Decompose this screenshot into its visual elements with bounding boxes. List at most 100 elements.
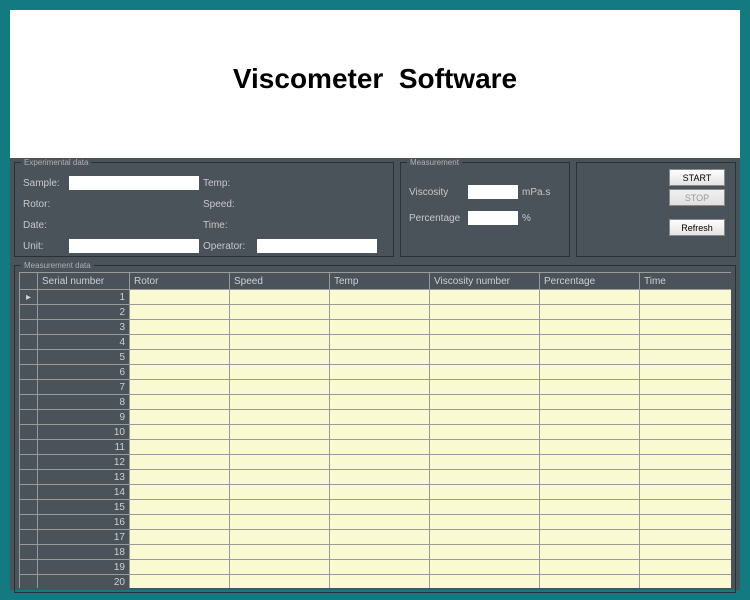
grid-cell[interactable] [430,560,540,575]
grid-cell[interactable] [430,395,540,410]
grid-cell[interactable] [540,485,640,500]
serial-number-cell[interactable]: 13 [38,470,130,485]
start-button[interactable]: START [669,169,725,186]
serial-number-cell[interactable]: 1 [38,290,130,305]
serial-number-cell[interactable]: 17 [38,530,130,545]
grid-cell[interactable] [640,305,732,320]
grid-cell[interactable] [130,515,230,530]
table-row[interactable]: 8 [20,395,732,410]
serial-number-cell[interactable]: 9 [38,410,130,425]
grid-cell[interactable] [330,575,430,589]
table-row[interactable]: 12 [20,455,732,470]
grid-cell[interactable] [640,500,732,515]
grid-cell[interactable] [430,320,540,335]
serial-number-cell[interactable]: 15 [38,500,130,515]
grid-cell[interactable] [640,365,732,380]
grid-cell[interactable] [130,500,230,515]
grid-cell[interactable] [540,515,640,530]
grid-cell[interactable] [330,515,430,530]
grid-cell[interactable] [430,350,540,365]
table-row[interactable]: 19 [20,560,732,575]
grid-cell[interactable] [640,350,732,365]
grid-cell[interactable] [640,485,732,500]
table-row[interactable]: 11 [20,440,732,455]
grid-cell[interactable] [330,470,430,485]
serial-number-cell[interactable]: 6 [38,365,130,380]
grid-cell[interactable] [540,560,640,575]
grid-cell[interactable] [330,305,430,320]
grid-cell[interactable] [540,500,640,515]
serial-number-cell[interactable]: 20 [38,575,130,589]
grid-cell[interactable] [640,440,732,455]
serial-number-cell[interactable]: 2 [38,305,130,320]
grid-cell[interactable] [130,290,230,305]
sample-input[interactable] [69,176,199,190]
grid-column-header[interactable]: Speed [230,273,330,290]
table-row[interactable]: 17 [20,530,732,545]
table-row[interactable]: 15 [20,500,732,515]
grid-cell[interactable] [230,380,330,395]
grid-cell[interactable] [430,545,540,560]
serial-number-cell[interactable]: 8 [38,395,130,410]
grid-cell[interactable] [640,320,732,335]
grid-cell[interactable] [130,455,230,470]
grid-cell[interactable] [540,470,640,485]
grid-cell[interactable] [330,365,430,380]
grid-cell[interactable] [330,500,430,515]
unit-input[interactable] [69,239,199,253]
table-row[interactable]: 14 [20,485,732,500]
grid-column-header[interactable]: Time [640,273,732,290]
grid-cell[interactable] [130,485,230,500]
grid-column-header[interactable]: Percentage [540,273,640,290]
grid-cell[interactable] [640,395,732,410]
serial-number-cell[interactable]: 11 [38,440,130,455]
grid-cell[interactable] [130,545,230,560]
grid-cell[interactable] [230,335,330,350]
grid-cell[interactable] [230,320,330,335]
grid-column-header[interactable]: Viscosity number [430,273,540,290]
grid-cell[interactable] [540,335,640,350]
grid-cell[interactable] [230,515,330,530]
grid-cell[interactable] [130,335,230,350]
grid-cell[interactable] [540,320,640,335]
grid-cell[interactable] [540,455,640,470]
operator-input[interactable] [257,239,377,253]
grid-cell[interactable] [540,530,640,545]
grid-cell[interactable] [430,500,540,515]
grid-cell[interactable] [230,530,330,545]
percentage-input[interactable] [468,211,518,225]
grid-column-header[interactable]: Serial number [38,273,130,290]
grid-cell[interactable] [640,470,732,485]
data-grid[interactable]: Serial numberRotorSpeedTempViscosity num… [19,272,731,588]
grid-cell[interactable] [330,530,430,545]
table-row[interactable]: 16 [20,515,732,530]
grid-cell[interactable] [640,425,732,440]
grid-cell[interactable] [640,410,732,425]
grid-cell[interactable] [640,380,732,395]
grid-cell[interactable] [130,410,230,425]
grid-cell[interactable] [540,410,640,425]
grid-cell[interactable] [330,320,430,335]
grid-cell[interactable] [430,530,540,545]
grid-cell[interactable] [540,440,640,455]
serial-number-cell[interactable]: 3 [38,320,130,335]
table-row[interactable]: 9 [20,410,732,425]
grid-cell[interactable] [640,515,732,530]
grid-cell[interactable] [230,440,330,455]
grid-cell[interactable] [640,560,732,575]
grid-cell[interactable] [640,575,732,589]
grid-column-header[interactable]: Temp [330,273,430,290]
grid-cell[interactable] [230,545,330,560]
table-row[interactable]: 3 [20,320,732,335]
grid-cell[interactable] [640,335,732,350]
grid-cell[interactable] [130,530,230,545]
grid-cell[interactable] [640,545,732,560]
serial-number-cell[interactable]: 12 [38,455,130,470]
serial-number-cell[interactable]: 5 [38,350,130,365]
serial-number-cell[interactable]: 4 [38,335,130,350]
grid-cell[interactable] [230,350,330,365]
serial-number-cell[interactable]: 19 [38,560,130,575]
grid-cell[interactable] [230,455,330,470]
grid-cell[interactable] [330,485,430,500]
grid-cell[interactable] [130,470,230,485]
